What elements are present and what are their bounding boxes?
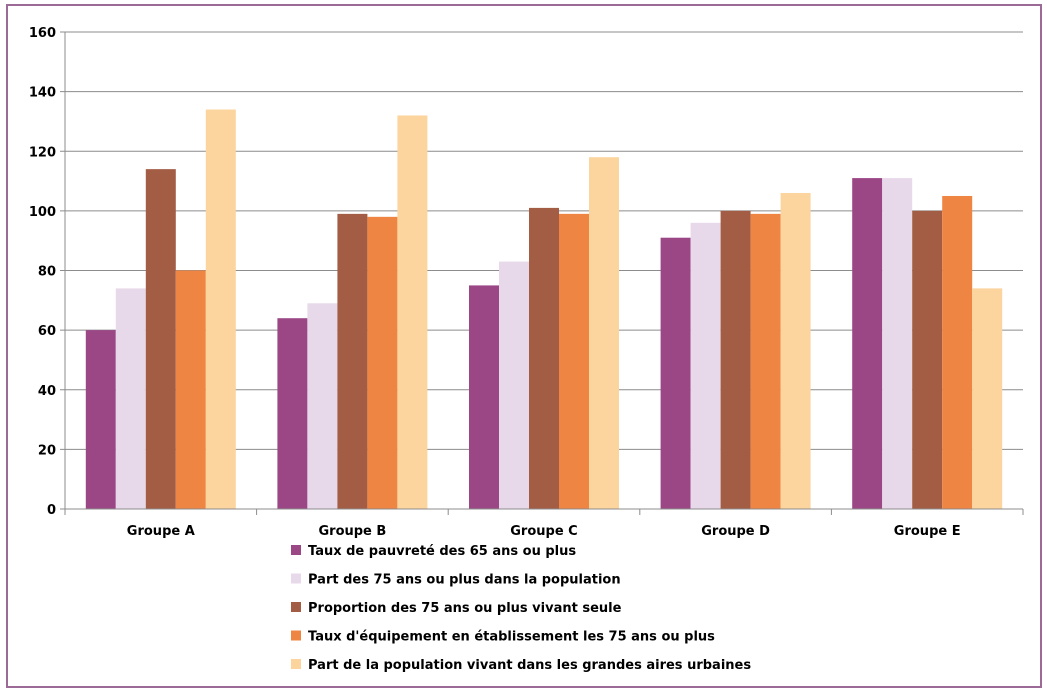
legend-swatch — [291, 545, 301, 555]
x-category-label: Groupe E — [894, 524, 961, 539]
bar-series-3-groupe-b — [337, 213, 368, 509]
bar-series-3-groupe-a — [145, 169, 176, 509]
bar-series-5-groupe-e — [972, 288, 1003, 509]
axes — [60, 31, 1024, 515]
bar-series-1-groupe-e — [852, 178, 883, 510]
bar-series-5-groupe-c — [589, 157, 619, 509]
legend-swatch — [291, 573, 301, 584]
bar-series-4-groupe-c — [559, 213, 589, 509]
legend-swatch — [291, 659, 301, 669]
bar-series-4-groupe-a — [175, 270, 206, 509]
bar-series-3-groupe-e — [912, 210, 943, 509]
y-tick-label: 160 — [29, 26, 56, 41]
bar-series-3-groupe-d — [720, 210, 751, 509]
bar-series-1-groupe-c — [469, 285, 499, 509]
x-axis-category-labels: Groupe A Groupe B Groupe C Groupe D Groupe E — [127, 524, 961, 539]
bar-series-2-groupe-d — [690, 222, 721, 510]
y-tick-label: 60 — [38, 324, 56, 339]
bar-series-2-groupe-a — [115, 288, 146, 509]
legend-entry-label: Proportion des 75 ans ou plus vivant seu… — [308, 601, 622, 616]
bar-series-2-groupe-c — [499, 261, 529, 509]
legend-entry-label: Taux d'équipement en établissement les 7… — [308, 630, 715, 645]
y-tick-label: 20 — [38, 443, 56, 458]
bar-series-4-groupe-b — [367, 216, 398, 509]
legend-swatch — [291, 630, 301, 641]
y-tick-label: 100 — [29, 205, 56, 220]
x-category-label: Groupe A — [127, 524, 195, 539]
y-tick-label: 40 — [38, 384, 56, 399]
bar-series-1-groupe-b — [277, 318, 308, 509]
x-category-label: Groupe C — [510, 524, 577, 539]
chart-frame: 0 20 40 60 80 100 120 140 160 Groupe A Groupe B Gr… — [6, 4, 1042, 688]
bar-series-5-groupe-a — [205, 109, 236, 509]
bar-series-2-groupe-b — [307, 303, 338, 509]
x-category-label: Groupe B — [318, 524, 386, 539]
x-category-label: Groupe D — [701, 524, 770, 539]
legend-swatch — [291, 602, 301, 612]
bar-series-3-groupe-c — [529, 207, 559, 510]
bar-series-5-groupe-d — [780, 192, 811, 510]
bar-series-1-groupe-d — [660, 237, 691, 510]
legend-entry-label: Part de la population vivant dans les gr… — [308, 658, 751, 673]
bars — [85, 109, 1003, 510]
y-tick-label: 80 — [38, 265, 56, 280]
y-tick-label: 0 — [47, 503, 56, 518]
bar-series-1-groupe-a — [85, 330, 116, 509]
y-tick-label: 120 — [29, 145, 56, 160]
bar-series-5-groupe-b — [397, 115, 428, 509]
bar-series-4-groupe-e — [942, 195, 973, 509]
y-tick-label: 140 — [29, 86, 56, 101]
legend-entry-label: Part des 75 ans ou plus dans la populati… — [308, 573, 621, 588]
legend: Taux de pauvreté des 65 ans ou plus Part … — [291, 544, 751, 673]
legend-entry-label: Taux de pauvreté des 65 ans ou plus — [308, 544, 576, 559]
bar-series-4-groupe-d — [750, 213, 781, 509]
y-axis-tick-labels: 0 20 40 60 80 100 120 140 160 — [29, 26, 56, 518]
bar-series-2-groupe-e — [882, 178, 913, 510]
